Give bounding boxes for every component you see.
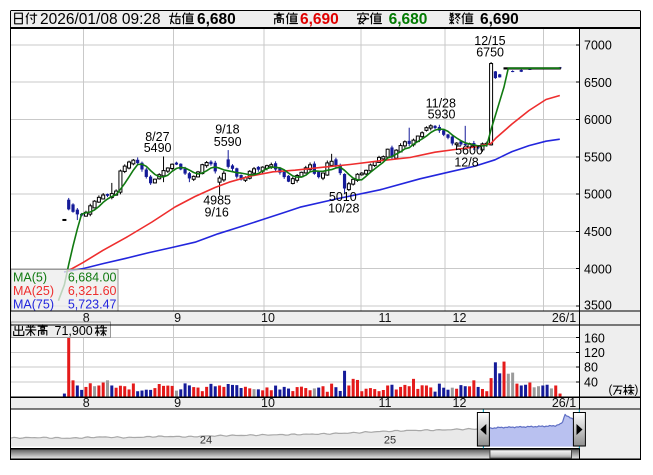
svg-text:12/8: 12/8 (454, 155, 478, 169)
svg-text:9/18: 9/18 (215, 123, 239, 137)
svg-text:5590: 5590 (214, 135, 242, 149)
svg-text:7000: 7000 (584, 39, 612, 53)
svg-text:8: 8 (83, 396, 90, 410)
svg-text:9: 9 (174, 396, 181, 410)
svg-text:10: 10 (261, 311, 275, 325)
svg-text:5010: 5010 (329, 190, 357, 204)
svg-text:11: 11 (379, 396, 392, 410)
svg-text:5930: 5930 (428, 108, 456, 122)
svg-text:5600: 5600 (455, 144, 483, 158)
svg-text:26/1: 26/1 (552, 396, 576, 410)
svg-text:160: 160 (584, 331, 605, 345)
svg-text:10/28: 10/28 (328, 202, 359, 216)
svg-text:80: 80 (584, 361, 598, 375)
svg-text:6000: 6000 (584, 113, 612, 127)
svg-text:6,690: 6,690 (300, 11, 339, 28)
svg-text:12/15: 12/15 (474, 34, 505, 48)
svg-text:(: ( (609, 385, 613, 397)
svg-text:MA(5): MA(5) (13, 271, 47, 285)
svg-text:9/16: 9/16 (205, 206, 229, 220)
svg-text:5490: 5490 (144, 141, 172, 155)
svg-text:6,684.00: 6,684.00 (68, 271, 117, 285)
svg-text:6,690: 6,690 (480, 11, 519, 28)
svg-text:12: 12 (453, 311, 467, 325)
svg-text:3500: 3500 (584, 298, 612, 312)
svg-text:8/27: 8/27 (145, 130, 169, 144)
svg-text:11/28: 11/28 (426, 97, 456, 111)
svg-text:12: 12 (453, 396, 467, 410)
svg-text:6,321.60: 6,321.60 (68, 284, 117, 298)
svg-text:120: 120 (584, 346, 605, 360)
svg-text:5500: 5500 (584, 150, 612, 164)
svg-text:4000: 4000 (584, 262, 612, 276)
svg-text:10: 10 (261, 396, 275, 410)
svg-text:24: 24 (200, 435, 212, 447)
svg-text:4985: 4985 (203, 194, 231, 208)
svg-text:): ) (635, 385, 639, 397)
svg-text:71,900: 71,900 (55, 324, 93, 338)
svg-text:6500: 6500 (584, 76, 612, 90)
svg-text:5,723.47: 5,723.47 (68, 298, 117, 312)
svg-text:6750: 6750 (476, 46, 504, 60)
svg-text:6,680: 6,680 (197, 11, 236, 28)
svg-text:11: 11 (379, 311, 392, 325)
svg-text:8: 8 (83, 311, 90, 325)
svg-text:MA(25): MA(25) (13, 284, 54, 298)
svg-text:4500: 4500 (584, 225, 612, 239)
svg-text:40: 40 (584, 375, 598, 389)
svg-text:26/1: 26/1 (552, 311, 576, 325)
svg-text:5000: 5000 (584, 188, 612, 202)
svg-text:MA(75): MA(75) (13, 298, 54, 312)
svg-text:9: 9 (174, 311, 181, 325)
svg-text:6,680: 6,680 (389, 11, 428, 28)
svg-text:2026/01/08 09:28: 2026/01/08 09:28 (40, 11, 161, 28)
svg-text:25: 25 (384, 435, 396, 447)
